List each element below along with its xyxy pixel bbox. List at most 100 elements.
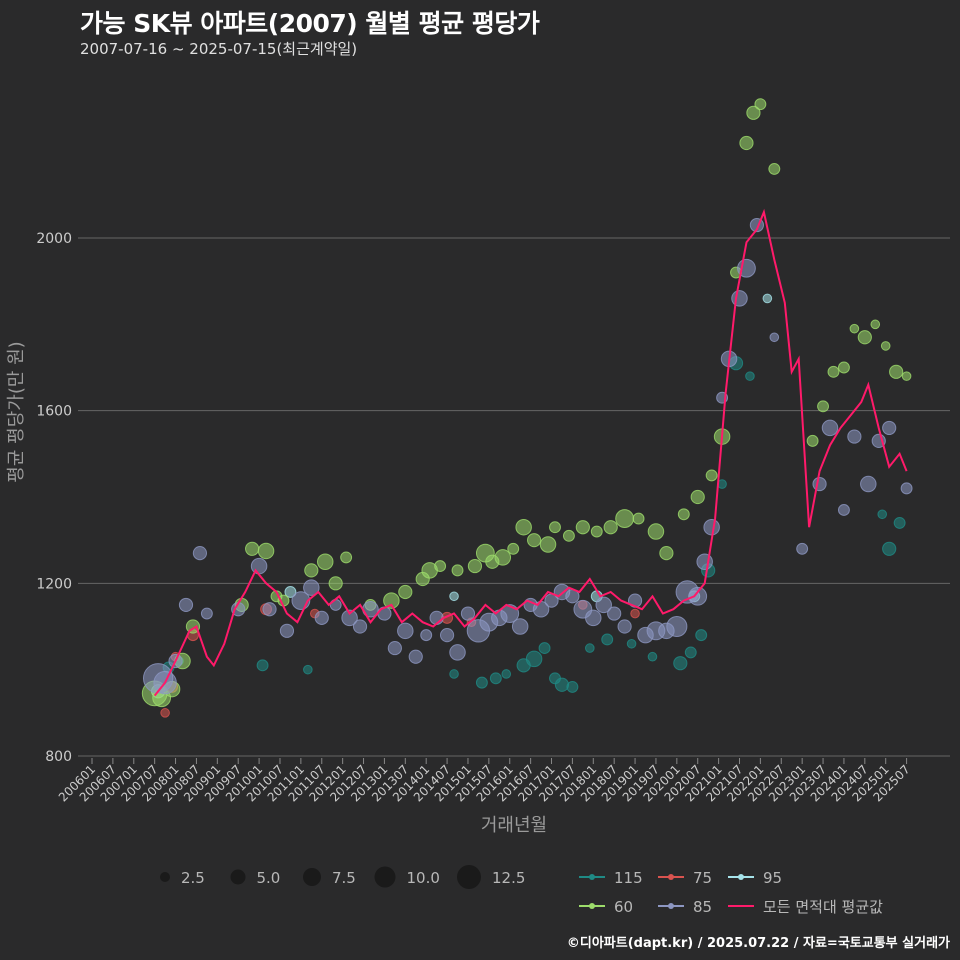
- point-60: [705, 469, 718, 482]
- point-60: [383, 592, 400, 609]
- point-85: [377, 606, 392, 621]
- y-axis-title: 평균 평당가(만 원): [6, 341, 27, 482]
- point-115: [745, 371, 755, 381]
- point-60: [304, 563, 319, 578]
- chart-title: 가능 SK뷰 아파트(2007) 월별 평균 평당가: [80, 9, 540, 38]
- legend-size-label: 2.5: [181, 869, 205, 887]
- point-115: [626, 638, 637, 649]
- legend-dot: [589, 903, 595, 909]
- point-60: [494, 549, 512, 566]
- point-95: [449, 591, 459, 602]
- point-85: [688, 586, 708, 606]
- legend-size-label: 12.5: [492, 869, 525, 887]
- point-85: [703, 518, 720, 536]
- point-85: [511, 618, 529, 635]
- point-60: [507, 542, 520, 555]
- point-85: [769, 332, 780, 343]
- point-60: [677, 508, 690, 521]
- point-85: [279, 623, 295, 638]
- point-115: [475, 676, 488, 689]
- y-axis-ticks: 800 1200 1600 2000: [36, 231, 72, 765]
- point-85: [178, 597, 194, 613]
- y-tick-label: 2000: [36, 231, 72, 247]
- point-85: [666, 615, 688, 638]
- point-115: [882, 541, 897, 556]
- point-85: [250, 557, 268, 575]
- chart-subtitle: 2007-07-16 ~ 2025-07-15(최근계약일): [80, 40, 358, 58]
- point-60: [889, 364, 904, 379]
- point-85: [460, 606, 476, 621]
- point-115: [893, 516, 906, 529]
- legend-label: 95: [763, 869, 782, 887]
- legend-dot: [668, 874, 674, 880]
- point-85: [812, 476, 827, 492]
- legend-label: 115: [614, 869, 643, 887]
- legend-size-marker: [230, 869, 246, 885]
- point-85: [595, 596, 612, 614]
- point-60: [659, 546, 674, 561]
- y-tick-label: 1200: [36, 576, 72, 592]
- point-115: [601, 633, 614, 646]
- point-60: [615, 509, 635, 528]
- point-115: [525, 650, 543, 668]
- point-60: [539, 536, 557, 553]
- point-115: [647, 651, 658, 662]
- point-60: [316, 553, 334, 570]
- point-85: [860, 475, 877, 493]
- point-85: [837, 504, 850, 516]
- point-115: [585, 643, 595, 653]
- point-115: [449, 669, 459, 679]
- point-60: [575, 520, 590, 535]
- point-60: [632, 512, 645, 525]
- point-85: [314, 610, 329, 625]
- point-85: [821, 419, 839, 437]
- legend-size-marker: [160, 872, 170, 882]
- point-115: [489, 672, 502, 685]
- point-60: [857, 330, 872, 345]
- point-60: [870, 319, 881, 330]
- point-115: [303, 664, 313, 675]
- point-60: [806, 434, 819, 447]
- point-85: [397, 622, 414, 640]
- legend-size-label: 7.5: [332, 869, 356, 887]
- point-115: [501, 669, 512, 679]
- point-60: [746, 105, 761, 120]
- point-85: [262, 602, 277, 617]
- legend-size-marker: [303, 868, 321, 886]
- point-60: [690, 489, 705, 505]
- point-115: [538, 642, 551, 655]
- point-115: [684, 646, 697, 659]
- point-85: [882, 420, 897, 436]
- point-85: [192, 546, 208, 561]
- legend-label: 75: [693, 869, 712, 887]
- legend-size-marker: [457, 865, 481, 889]
- point-60: [340, 551, 353, 564]
- point-85: [408, 649, 423, 664]
- legend-dot: [738, 874, 744, 880]
- point-85: [731, 290, 748, 307]
- point-75: [630, 608, 640, 619]
- y-tick-label: 800: [45, 749, 72, 765]
- legend-label: 모든 면적대 평균값: [763, 898, 883, 916]
- point-115: [256, 659, 269, 672]
- point-85: [352, 619, 368, 634]
- point-115: [673, 656, 688, 671]
- point-115: [877, 509, 888, 520]
- point-115: [695, 629, 708, 642]
- average-line: [153, 208, 908, 697]
- point-60: [245, 541, 260, 556]
- legend-size-marker: [374, 866, 396, 888]
- point-85: [341, 609, 358, 627]
- point-60: [549, 521, 561, 534]
- point-115: [566, 680, 579, 693]
- point-60: [827, 365, 840, 378]
- point-60: [590, 525, 603, 538]
- point-85: [439, 628, 455, 643]
- x-axis-title: 거래년월: [481, 815, 547, 836]
- point-60: [527, 533, 542, 548]
- x-axis-ticks: 2006012006072007012007072008012008072009…: [56, 758, 913, 805]
- point-60: [837, 361, 850, 374]
- point-85: [585, 609, 602, 627]
- point-85: [607, 606, 622, 621]
